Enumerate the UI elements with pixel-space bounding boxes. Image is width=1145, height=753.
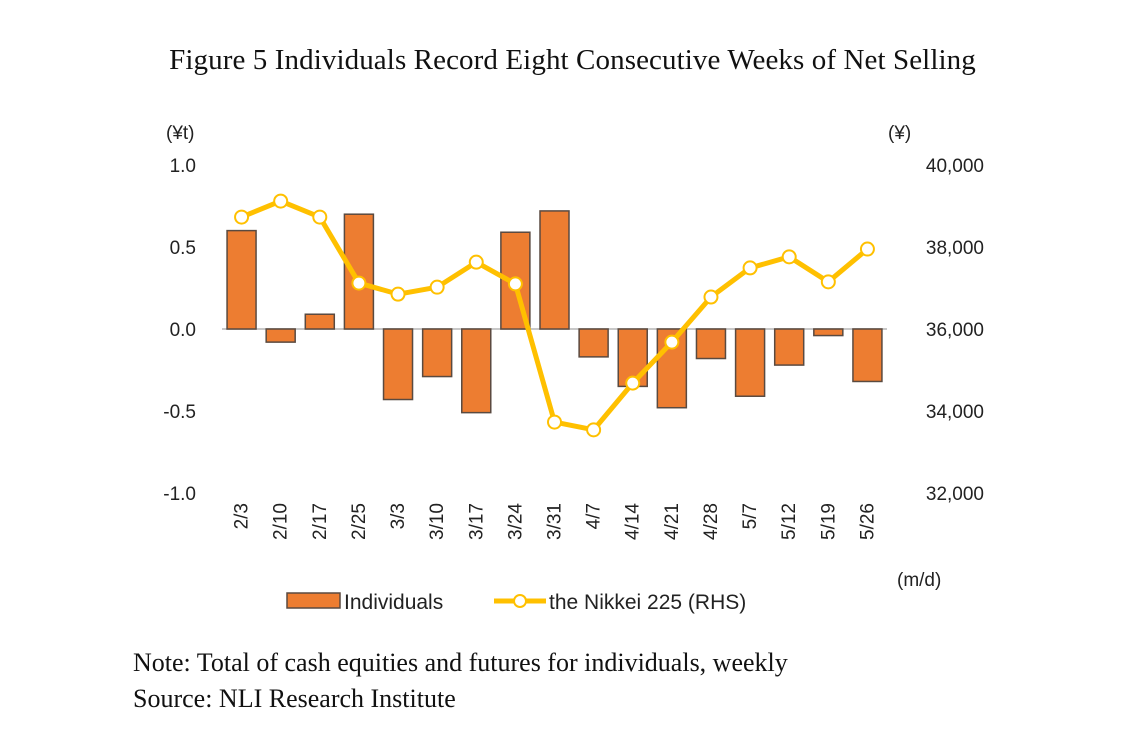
x-tick-label: 2/3 xyxy=(232,503,253,529)
bar xyxy=(578,328,609,358)
line-series-nikkei xyxy=(234,193,875,438)
nikkei-point xyxy=(781,249,797,265)
nikkei-point xyxy=(507,276,523,292)
bar xyxy=(734,328,766,397)
nikkei-point xyxy=(742,260,758,276)
left-tick-label: -1.0 xyxy=(163,484,196,505)
chart-title: Figure 5 Individuals Record Eight Consec… xyxy=(169,44,976,76)
left-tick-label: 0.5 xyxy=(170,238,196,259)
x-tick-label: 3/24 xyxy=(505,503,526,540)
x-tick-label: 4/7 xyxy=(584,503,605,529)
bar xyxy=(265,328,296,343)
right-axis-unit: (¥) xyxy=(888,123,911,144)
x-tick-label: 3/10 xyxy=(427,503,448,540)
left-axis-unit: (¥t) xyxy=(166,123,195,144)
bar xyxy=(539,210,570,330)
x-tick-label: 3/17 xyxy=(466,503,487,540)
nikkei-point xyxy=(390,286,406,302)
nikkei-point xyxy=(625,375,641,391)
nikkei-point xyxy=(664,334,680,350)
right-tick-label: 34,000 xyxy=(926,402,984,423)
right-tick-label: 38,000 xyxy=(926,238,984,259)
x-axis: 2/3 2/10 2/17 2/25 3/3 3/10 3/17 3/24 3/31 4/7 4/1… xyxy=(232,503,879,540)
bar xyxy=(421,328,453,378)
legend-label-nikkei: the Nikkei 225 (RHS) xyxy=(549,591,746,614)
right-tick-label: 40,000 xyxy=(926,156,984,177)
x-tick-label: 3/31 xyxy=(545,503,566,540)
left-axis: 1.0 0.5 0.0 -0.5 -1.0 xyxy=(163,156,196,505)
nikkei-point xyxy=(586,422,602,438)
legend-swatch-individuals xyxy=(286,592,341,609)
x-axis-unit: (m/d) xyxy=(897,570,941,591)
bar xyxy=(226,229,257,330)
x-tick-label: 4/21 xyxy=(662,503,683,540)
chart-source: Source: NLI Research Institute xyxy=(133,684,456,713)
bar xyxy=(382,328,414,401)
legend-label-individuals: Individuals xyxy=(344,591,443,614)
nikkei-point xyxy=(351,275,367,291)
nikkei-point xyxy=(468,254,484,270)
nikkei-point xyxy=(429,279,445,295)
right-tick-label: 32,000 xyxy=(926,484,984,505)
x-tick-label: 5/26 xyxy=(857,503,878,540)
nikkei-point xyxy=(312,209,328,225)
bar xyxy=(852,328,883,383)
nikkei-point xyxy=(547,414,562,430)
nikkei-point xyxy=(234,209,250,225)
legend-swatch-nikkei-marker xyxy=(513,594,527,608)
x-tick-label: 2/17 xyxy=(310,503,331,540)
bar xyxy=(773,328,805,366)
bar xyxy=(695,328,727,360)
left-tick-label: 1.0 xyxy=(170,156,196,177)
bar xyxy=(304,313,336,330)
x-tick-label: 5/7 xyxy=(740,503,761,529)
x-tick-label: 2/10 xyxy=(271,503,292,540)
chart-note: Note: Total of cash equities and futures… xyxy=(133,648,788,677)
right-tick-label: 36,000 xyxy=(926,320,984,341)
right-axis: 40,000 38,000 36,000 34,000 32,000 xyxy=(926,156,984,505)
x-tick-label: 2/25 xyxy=(349,503,370,540)
nikkei-point xyxy=(703,289,719,305)
x-tick-label: 4/28 xyxy=(701,503,722,540)
nikkei-point xyxy=(859,241,875,257)
left-tick-label: 0.0 xyxy=(170,320,196,341)
legend: Individuals the Nikkei 225 (RHS) xyxy=(286,591,746,614)
left-tick-label: -0.5 xyxy=(163,402,196,423)
bar xyxy=(343,213,375,330)
bar xyxy=(461,328,492,414)
bar-series-individuals xyxy=(226,210,883,414)
x-tick-label: 4/14 xyxy=(623,503,644,540)
x-tick-label: 5/19 xyxy=(818,503,839,540)
bar xyxy=(813,328,844,337)
x-tick-label: 3/3 xyxy=(388,503,409,529)
x-tick-label: 5/12 xyxy=(779,503,800,540)
nikkei-point xyxy=(273,193,289,209)
nikkei-point xyxy=(820,274,836,290)
